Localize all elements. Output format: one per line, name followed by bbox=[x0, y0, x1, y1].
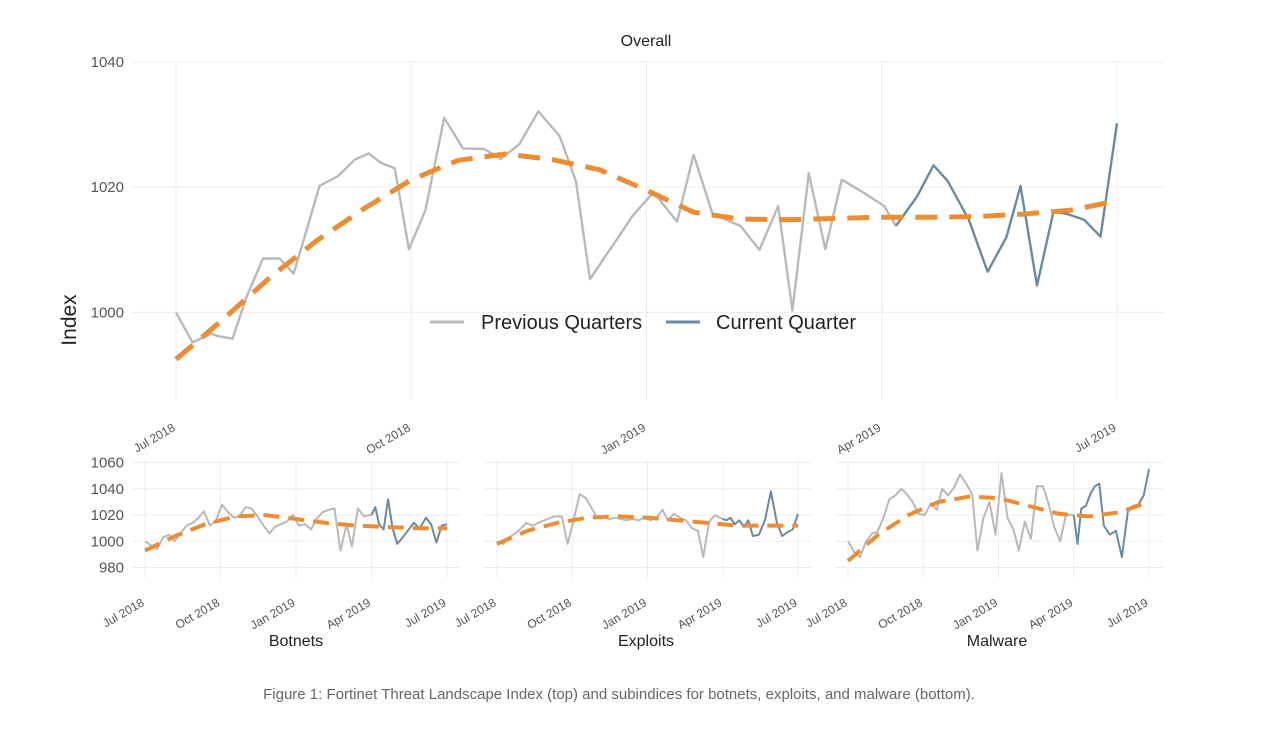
overall-trend-line bbox=[174, 151, 1118, 362]
malware-title: Malware bbox=[967, 633, 1028, 650]
botnets-y-tick-label: 1040 bbox=[91, 481, 124, 498]
exploits-x-tick-label: Oct 2018 bbox=[525, 595, 574, 632]
botnets-trend-line bbox=[144, 513, 447, 553]
exploits-x-tick-label: Jul 2018 bbox=[452, 595, 499, 630]
malware-x-tick-label: Jan 2019 bbox=[950, 595, 1000, 632]
legend-current-label: Current Quarter bbox=[716, 312, 856, 334]
legend: Previous Quarters Current Quarter bbox=[430, 312, 856, 334]
botnets-x-tick-label: Oct 2018 bbox=[173, 595, 222, 632]
overall-y-tick-label: 1040 bbox=[91, 54, 124, 71]
overall-title: Overall bbox=[621, 33, 672, 50]
y-axis-label: Index bbox=[58, 294, 81, 346]
figure-caption: Figure 1: Fortinet Threat Landscape Inde… bbox=[263, 686, 975, 703]
overall-panel: 1000 1020 1040 Jul 2018 Oct 2018 Jan 2019 Apr … bbox=[91, 33, 1164, 457]
botnets-x-tick-label: Apr 2019 bbox=[324, 595, 373, 632]
malware-x-tick-label: Jul 2019 bbox=[1104, 595, 1151, 630]
botnets-x-tick-label: Jan 2019 bbox=[248, 595, 298, 632]
botnets-y-tick-label: 980 bbox=[99, 560, 124, 577]
malware-x-tick-label: Apr 2019 bbox=[1026, 595, 1075, 632]
overall-y-tick-label: 1020 bbox=[91, 179, 124, 196]
malware-previous-quarters-line bbox=[847, 472, 1074, 558]
overall-x-tick-label: Apr 2019 bbox=[834, 420, 883, 457]
botnets-title: Botnets bbox=[269, 633, 323, 650]
overall-current-quarter-line bbox=[894, 123, 1119, 287]
overall-x-tick-label: Jul 2019 bbox=[1072, 420, 1119, 455]
overall-previous-quarters-line bbox=[174, 110, 897, 344]
botnets-current-quarter-line bbox=[370, 498, 448, 545]
legend-previous-label: Previous Quarters bbox=[481, 312, 642, 334]
exploits-trend-line bbox=[496, 514, 798, 546]
overall-x-tick-label: Oct 2018 bbox=[364, 420, 413, 457]
exploits-x-tick-label: Jan 2019 bbox=[599, 595, 649, 632]
botnets-panel: 980 1000 1020 1040 1060 Jul 2018 Oct 2018 Jan 2… bbox=[91, 455, 460, 650]
botnets-x-tick-label: Jul 2018 bbox=[100, 595, 147, 630]
exploits-previous-quarters-line bbox=[496, 493, 724, 558]
botnets-y-tick-label: 1000 bbox=[91, 533, 124, 550]
exploits-x-tick-label: Apr 2019 bbox=[675, 595, 724, 632]
exploits-panel: Jul 2018 Oct 2018 Jan 2019 Apr 2019 Jul 2019… bbox=[452, 460, 812, 650]
exploits-x-tick-label: Jul 2019 bbox=[753, 595, 800, 630]
overall-x-tick-label: Jul 2018 bbox=[131, 420, 178, 455]
botnets-y-tick-label: 1020 bbox=[91, 507, 124, 524]
overall-x-tick-label: Jan 2019 bbox=[598, 420, 648, 457]
malware-trend-line bbox=[846, 494, 1150, 563]
overall-y-tick-label: 1000 bbox=[91, 304, 124, 321]
botnets-x-tick-label: Jul 2019 bbox=[402, 595, 449, 630]
malware-x-tick-label: Oct 2018 bbox=[876, 595, 925, 632]
botnets-y-tick-label: 1060 bbox=[91, 455, 124, 472]
malware-x-tick-label: Jul 2018 bbox=[803, 595, 850, 630]
botnets-previous-quarters-line bbox=[144, 503, 372, 552]
exploits-title: Exploits bbox=[618, 633, 674, 650]
malware-panel: Jul 2018 Oct 2018 Jan 2019 Apr 2019 Jul 2019… bbox=[803, 460, 1164, 650]
exploits-current-quarter-line bbox=[722, 490, 799, 537]
